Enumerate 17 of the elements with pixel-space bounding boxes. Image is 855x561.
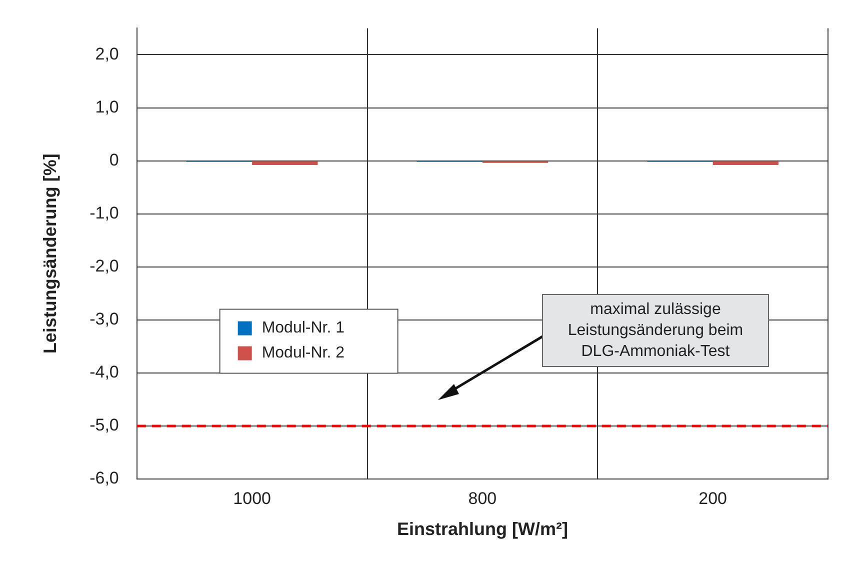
y-tick-label: 1,0: [95, 97, 119, 116]
x-axis-title: Einstrahlung [W/m²]: [396, 519, 568, 540]
y-tick-label: 2,0: [95, 44, 119, 64]
note-box: maximal zulässige Leistungsänderung beim DLG-Ammoniak-Test: [542, 294, 769, 367]
x-tick-label: 800: [468, 488, 497, 508]
y-tick-label: -3,0: [90, 310, 119, 329]
y-tick-label: -5,0: [90, 416, 119, 435]
y-tick-label: 0: [109, 150, 119, 170]
y-tick-label: -2,0: [90, 256, 119, 276]
legend-label: Modul-Nr. 1: [262, 320, 345, 337]
y-tick-label: -1,0: [90, 204, 119, 223]
x-tick-label: 1000: [233, 488, 271, 508]
x-tick-label: 200: [698, 488, 728, 508]
legend-label: Modul-Nr. 2: [262, 344, 345, 362]
y-tick-label: -4,0: [90, 362, 119, 382]
y-tick-label: -6,0: [90, 468, 119, 488]
y-axis-title: Leistungsänderung [%]: [40, 154, 60, 354]
